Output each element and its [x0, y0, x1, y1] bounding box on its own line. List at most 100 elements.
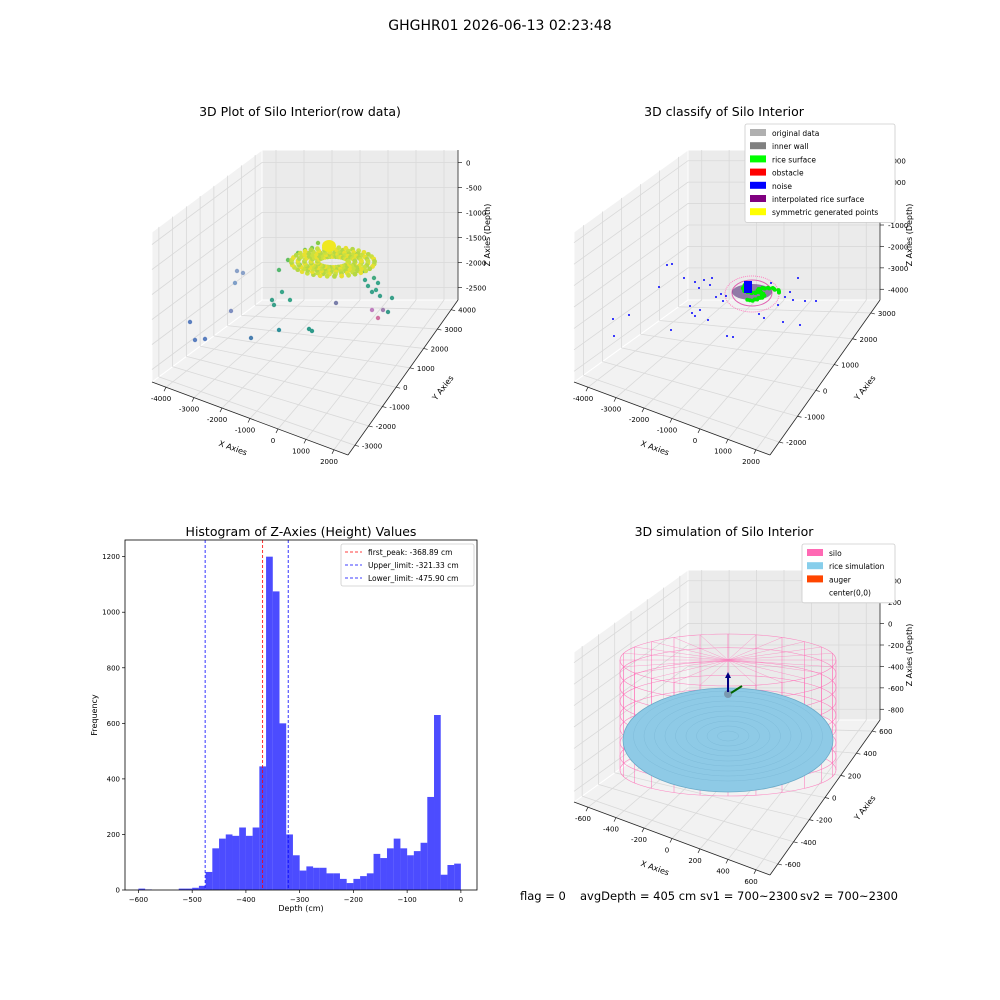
raw-point — [192, 337, 198, 343]
raw-point — [232, 280, 238, 286]
raw-point — [315, 240, 321, 246]
x-tick — [163, 387, 167, 392]
y-tick — [870, 312, 875, 315]
y-tick-label: 600 — [879, 728, 892, 736]
noise-point — [699, 309, 701, 311]
raw-point — [297, 250, 303, 256]
legend-label: first_peak: -368.89 cm — [368, 548, 452, 557]
raw-point — [365, 283, 371, 289]
raw-point — [373, 287, 379, 293]
histogram-bar — [360, 876, 367, 890]
x-tick — [753, 449, 757, 454]
legend-swatch — [750, 129, 766, 136]
raw-point — [234, 268, 240, 274]
x-tick — [585, 807, 589, 812]
y-tick — [824, 797, 830, 799]
y-tick-label: 3000 — [444, 326, 462, 334]
legend: first_peak: -368.89 cm Upper_limit: -321.… — [340, 543, 475, 587]
legend-label: obstacle — [772, 169, 804, 178]
raw-point — [369, 307, 375, 313]
grid-line — [277, 299, 389, 430]
z-tick-label: -800 — [888, 706, 904, 714]
histogram-bar — [440, 874, 448, 890]
x-tick-label: -400 — [603, 826, 619, 834]
grid-line — [678, 306, 871, 314]
z-tick-label: 200 — [888, 599, 901, 607]
silo-wire — [673, 659, 729, 683]
rice-mesh — [706, 725, 750, 747]
x-tick-label: -3000 — [179, 406, 199, 414]
y-tick — [793, 841, 798, 844]
grid-line — [573, 666, 880, 749]
x-tick — [331, 449, 335, 454]
raw-point — [339, 273, 345, 279]
y-tick-label: -1000 — [389, 404, 409, 412]
z-tick-label: 0 — [466, 160, 470, 168]
legend: original data inner wall rice surface obsta… — [744, 123, 896, 223]
raw-point — [324, 273, 330, 279]
raw-point — [228, 308, 234, 314]
chart-title: 3D simulation of Silo Interior — [635, 524, 815, 539]
x-tick-label: -2000 — [629, 416, 649, 424]
y-tick-label: 1200 — [102, 553, 120, 561]
raw-point — [315, 246, 320, 252]
histogram-bar — [380, 858, 387, 890]
flag-readout: flag = 0 — [520, 889, 566, 903]
noise-point — [691, 312, 693, 314]
x-tick-label: −400 — [236, 896, 255, 904]
x-tick-label: −600 — [129, 896, 148, 904]
grid-line — [755, 299, 867, 451]
x-tick-label: -3000 — [601, 406, 621, 414]
histogram-bar — [205, 871, 213, 890]
raw-point — [202, 336, 208, 342]
y-tick-label: 200 — [848, 772, 861, 780]
x-tick-label: 1000 — [292, 447, 310, 455]
sv2-readout: sv2 = 700~2300 — [800, 889, 898, 903]
grid-line — [598, 784, 794, 843]
grid-line — [671, 299, 785, 419]
grid-line — [573, 246, 880, 329]
y-tick — [777, 863, 782, 866]
y-tick — [779, 441, 784, 444]
noise-point — [789, 291, 791, 293]
raw-point — [389, 295, 395, 301]
grid-line — [582, 795, 778, 865]
y-tick-label: -600 — [785, 861, 801, 869]
histogram-bar — [286, 834, 293, 890]
raw-point — [352, 258, 358, 264]
chart-title: Histogram of Z-Axies (Height) Values — [186, 524, 417, 539]
silo-wire — [699, 659, 729, 686]
grid-line — [640, 333, 835, 365]
chart-title: 3D Plot of Silo Interior(row data) — [199, 104, 401, 119]
y-axis-line — [347, 299, 459, 456]
noise-point — [671, 263, 673, 265]
x-tick — [585, 387, 589, 392]
y-tick — [409, 367, 414, 370]
noise-point — [784, 296, 786, 298]
x-axis-label: Depth (cm) — [278, 904, 323, 913]
silo-wire — [727, 659, 757, 686]
silo-wire — [727, 653, 833, 661]
y-tick-label: 1000 — [102, 609, 120, 617]
silo-wire — [727, 634, 757, 661]
histogram-bar — [239, 827, 246, 890]
rice-surface-point — [759, 292, 764, 297]
x-tick — [669, 418, 673, 423]
noise-point — [720, 293, 722, 295]
noise-cluster — [744, 281, 752, 293]
y-tick — [834, 364, 839, 366]
silo-wire — [727, 646, 822, 661]
z-tick-label: -4000 — [888, 286, 908, 294]
y-axis-label: Y Axies — [852, 794, 878, 823]
x-tick-label: -4000 — [573, 395, 593, 403]
silo-wire — [651, 641, 729, 661]
z-tick-label: -3000 — [888, 265, 908, 273]
histogram-bar — [292, 855, 300, 890]
y-tick-label: -200 — [816, 817, 832, 825]
figure-suptitle: GHGHR01 2026-06-13 02:23:48 — [388, 18, 612, 34]
raw-point — [377, 293, 383, 299]
grid-line — [573, 623, 880, 706]
noise-point — [613, 335, 615, 337]
histogram-bar — [306, 866, 314, 890]
grid-line — [305, 299, 417, 440]
